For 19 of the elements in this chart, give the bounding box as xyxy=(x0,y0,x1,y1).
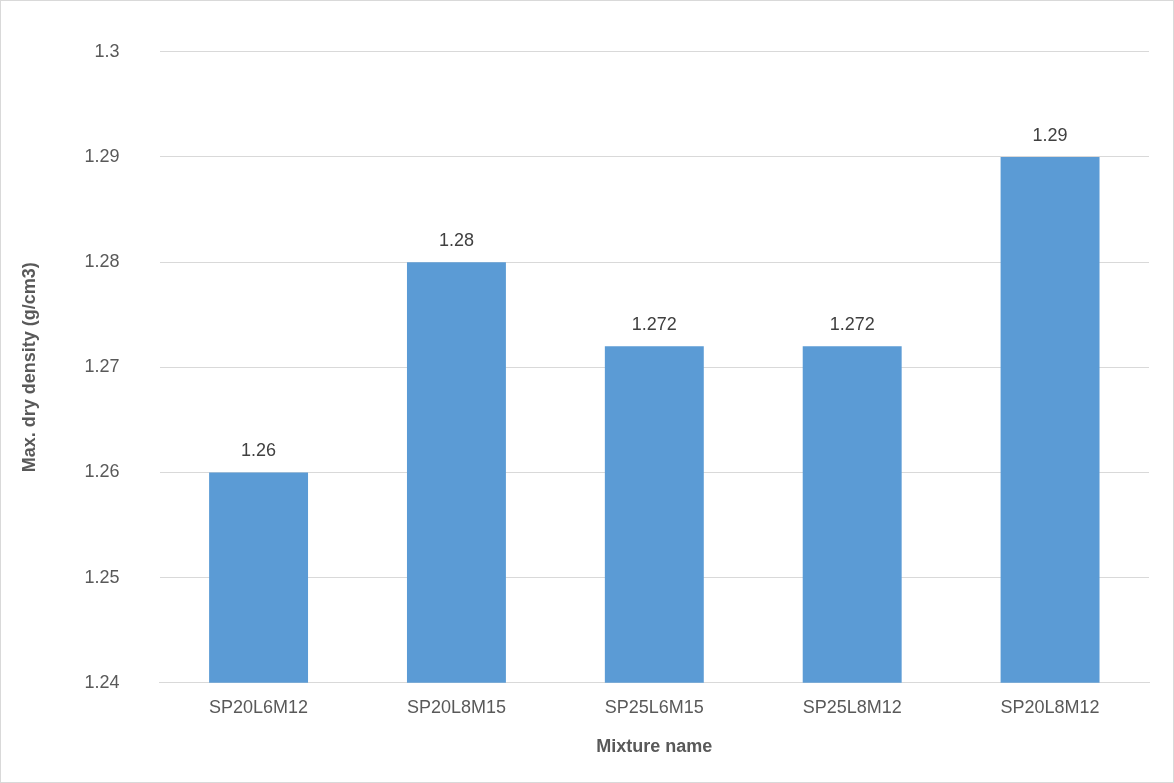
data-label: 1.26 xyxy=(241,440,277,461)
y-tick-label: 1.24 xyxy=(84,671,120,692)
y-tick-label: 1.27 xyxy=(84,356,120,377)
x-tick-label: SP20L6M12 xyxy=(209,696,309,717)
data-label: 1.272 xyxy=(631,314,677,335)
x-tick-label: SP20L8M15 xyxy=(406,696,506,717)
y-tick-label: 1.29 xyxy=(84,145,120,166)
data-label: 1.28 xyxy=(438,230,474,251)
y-tick-label: 1.25 xyxy=(84,566,120,587)
x-tick-label: SP25L6M15 xyxy=(604,696,704,717)
y-tick-label: 1.26 xyxy=(84,461,120,482)
data-label: 1.272 xyxy=(829,314,875,335)
data-label: 1.29 xyxy=(1032,124,1068,145)
x-tick-label: SP25L8M12 xyxy=(802,696,902,717)
x-axis-title: Mixture name xyxy=(596,736,713,757)
y-axis-title: Max. dry density (g/cm3) xyxy=(18,262,39,473)
x-tick-label: SP20L8M12 xyxy=(1000,696,1100,717)
y-tick-label: 1.3 xyxy=(94,40,120,61)
y-tick-label: 1.28 xyxy=(84,251,120,272)
